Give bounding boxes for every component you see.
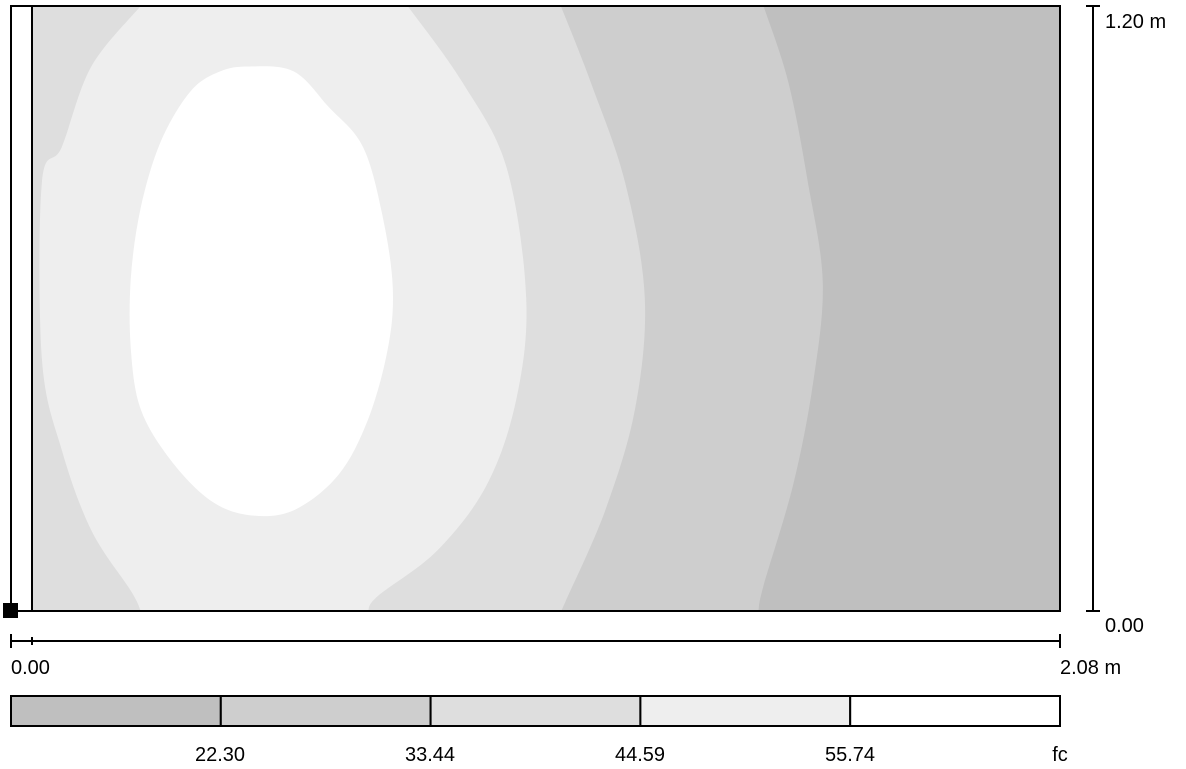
legend-scale [10,695,1062,727]
legend-threshold-label: 22.30 [194,744,246,766]
legend-swatch [219,695,432,727]
legend-swatch [429,695,642,727]
legend-threshold-label: 55.74 [824,744,876,766]
contour-band [758,6,1060,611]
legend-swatch [639,695,852,727]
legend-threshold-label: 33.44 [404,744,456,766]
x-axis [10,634,1061,648]
contour-band [129,66,393,517]
contour-band [32,6,141,611]
origin-marker [3,603,18,618]
legend-unit-label: fc [1052,744,1068,766]
contour-bands [32,6,1060,611]
y-max-label: 1.20 m [1105,11,1167,33]
x-min-label: 0.00 [11,657,50,679]
legend-swatch [849,695,1062,727]
legend-swatch [10,695,222,727]
y-min-label: 0.00 [1105,615,1144,637]
y-axis [1086,5,1100,612]
x-max-label: 2.08 m [1060,657,1122,679]
left-strip [10,5,33,612]
legend-threshold-label: 44.59 [614,744,666,766]
